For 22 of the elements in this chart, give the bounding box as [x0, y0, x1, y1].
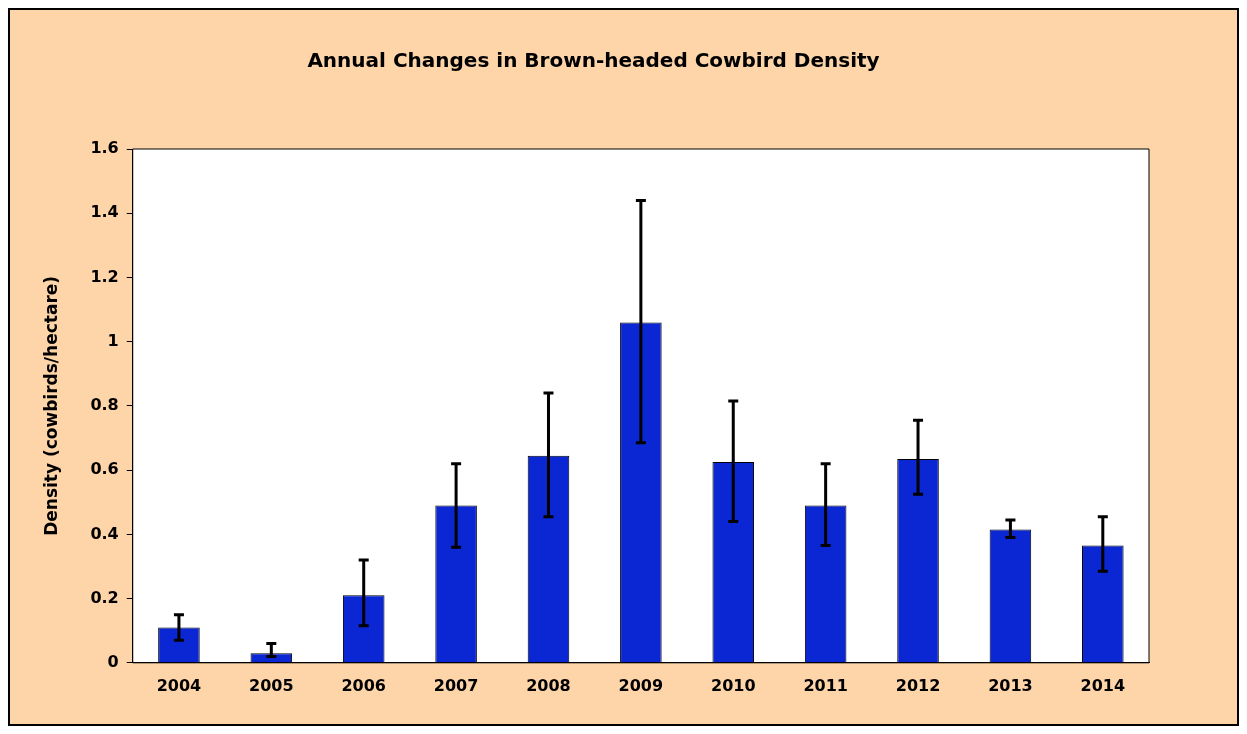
y-tick-label: 0 — [107, 651, 119, 671]
chart-title: Annual Changes in Brown-headed Cowbird Density — [307, 48, 880, 73]
y-tick-label: 1.6 — [90, 138, 119, 158]
y-tick-label: 1.4 — [90, 202, 119, 222]
x-tick-label: 2004 — [156, 675, 202, 695]
x-tick-label: 2011 — [803, 675, 848, 695]
x-tick-label: 2005 — [249, 675, 294, 695]
y-tick-label: 0.4 — [90, 523, 119, 543]
x-tick-label: 2013 — [988, 675, 1033, 695]
y-tick-label: 0.6 — [90, 459, 119, 479]
y-tick-label: 1 — [107, 330, 119, 350]
x-tick-label: 2009 — [618, 675, 664, 695]
x-tick-label: 2014 — [1080, 675, 1126, 695]
x-tick-label: 2010 — [710, 675, 756, 695]
y-tick-label: 0.8 — [90, 395, 119, 415]
x-tick-label: 2012 — [895, 675, 941, 695]
y-tick-label: 0.2 — [90, 587, 119, 607]
y-tick-label: 1.2 — [90, 266, 119, 286]
x-tick-label: 2007 — [433, 675, 479, 695]
x-tick-label: 2006 — [341, 675, 386, 695]
y-axis-title: Density (cowbirds/hectare) — [40, 275, 61, 536]
x-tick-label: 2008 — [526, 675, 571, 695]
